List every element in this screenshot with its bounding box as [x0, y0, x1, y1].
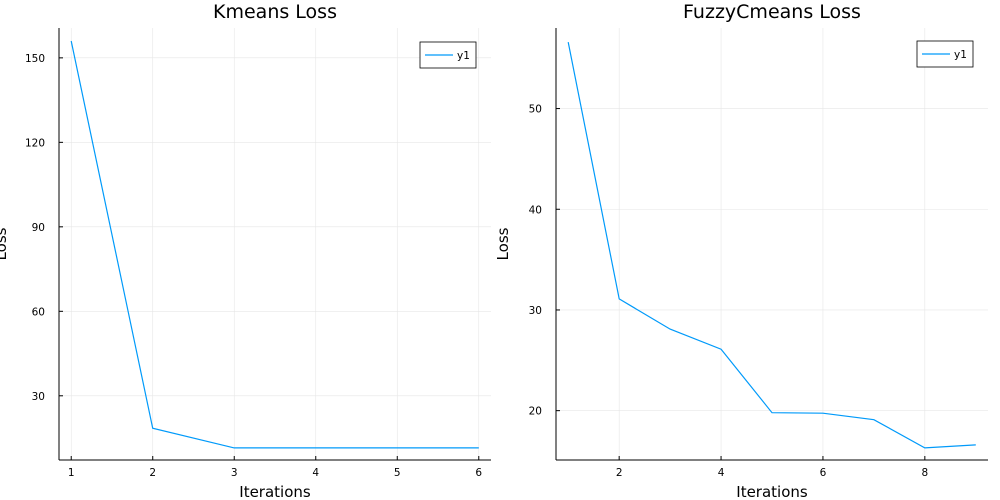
- x-tick-label: 5: [394, 467, 401, 479]
- x-tick-label: 4: [718, 467, 725, 479]
- y-tick-label: 40: [529, 204, 542, 216]
- series-line-y1: [70, 40, 479, 449]
- series-line-y1: [567, 41, 976, 449]
- x-tick-label: 4: [312, 467, 319, 479]
- y-tick-label: 30: [529, 305, 542, 317]
- y-axis-label: Loss: [0, 227, 10, 260]
- chart-title: Kmeans Loss: [213, 1, 337, 23]
- y-tick-label: 120: [25, 137, 45, 149]
- kmeans-loss-chart: Kmeans Loss Iterations Loss 1 2 3 4 5 6 30 60 90…: [0, 1, 491, 500]
- x-tick-label: 2: [149, 467, 156, 479]
- x-tick-label: 6: [475, 467, 482, 479]
- legend-label: y1: [954, 49, 967, 61]
- legend: y1: [916, 40, 974, 68]
- y-tick-label: 60: [32, 306, 45, 318]
- grid: [59, 28, 491, 460]
- x-axis-label: Iterations: [239, 483, 311, 500]
- legend: y1: [419, 41, 477, 69]
- y-tick-label: 150: [25, 53, 45, 65]
- legend-label: y1: [457, 50, 470, 62]
- y-tick-label: 20: [529, 406, 542, 418]
- grid: [556, 28, 988, 460]
- y-tick-label: 50: [529, 104, 542, 116]
- y-tick-label: 30: [32, 391, 45, 403]
- fuzzycmeans-loss-chart: FuzzyCmeans Loss Iterations Loss 2 4 6 8 20 3…: [494, 1, 988, 500]
- y-axis-label: Loss: [494, 227, 512, 260]
- x-tick-label: 2: [616, 467, 623, 479]
- x-tick-label: 8: [921, 467, 928, 479]
- x-axis-label: Iterations: [736, 483, 808, 500]
- x-tick-label: 1: [68, 467, 75, 479]
- y-tick-label: 90: [32, 222, 45, 234]
- x-tick-label: 3: [231, 467, 238, 479]
- chart-title: FuzzyCmeans Loss: [683, 1, 861, 23]
- x-tick-label: 6: [820, 467, 827, 479]
